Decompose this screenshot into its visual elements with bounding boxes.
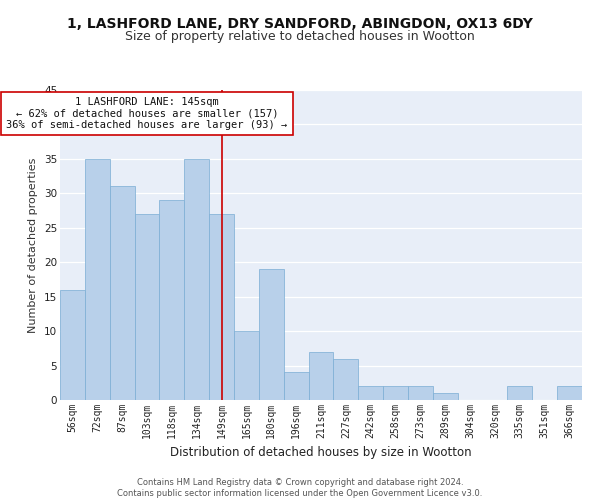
Bar [85,159,110,400]
Bar [557,386,582,400]
Bar [433,393,458,400]
Bar [259,269,284,400]
Bar [60,290,85,400]
Bar [134,214,160,400]
Text: 1, LASHFORD LANE, DRY SANDFORD, ABINGDON, OX13 6DY: 1, LASHFORD LANE, DRY SANDFORD, ABINGDON… [67,18,533,32]
Bar [383,386,408,400]
Y-axis label: Number of detached properties: Number of detached properties [28,158,38,332]
Bar [209,214,234,400]
Text: Size of property relative to detached houses in Wootton: Size of property relative to detached ho… [125,30,475,43]
Bar [308,352,334,400]
Bar [334,358,358,400]
Bar [110,186,134,400]
Text: 1 LASHFORD LANE: 145sqm
← 62% of detached houses are smaller (157)
36% of semi-d: 1 LASHFORD LANE: 145sqm ← 62% of detache… [7,97,287,130]
Bar [508,386,532,400]
Bar [184,159,209,400]
Bar [408,386,433,400]
Bar [160,200,184,400]
Text: Contains HM Land Registry data © Crown copyright and database right 2024.
Contai: Contains HM Land Registry data © Crown c… [118,478,482,498]
Bar [234,331,259,400]
X-axis label: Distribution of detached houses by size in Wootton: Distribution of detached houses by size … [170,446,472,460]
Bar [284,372,308,400]
Bar [358,386,383,400]
